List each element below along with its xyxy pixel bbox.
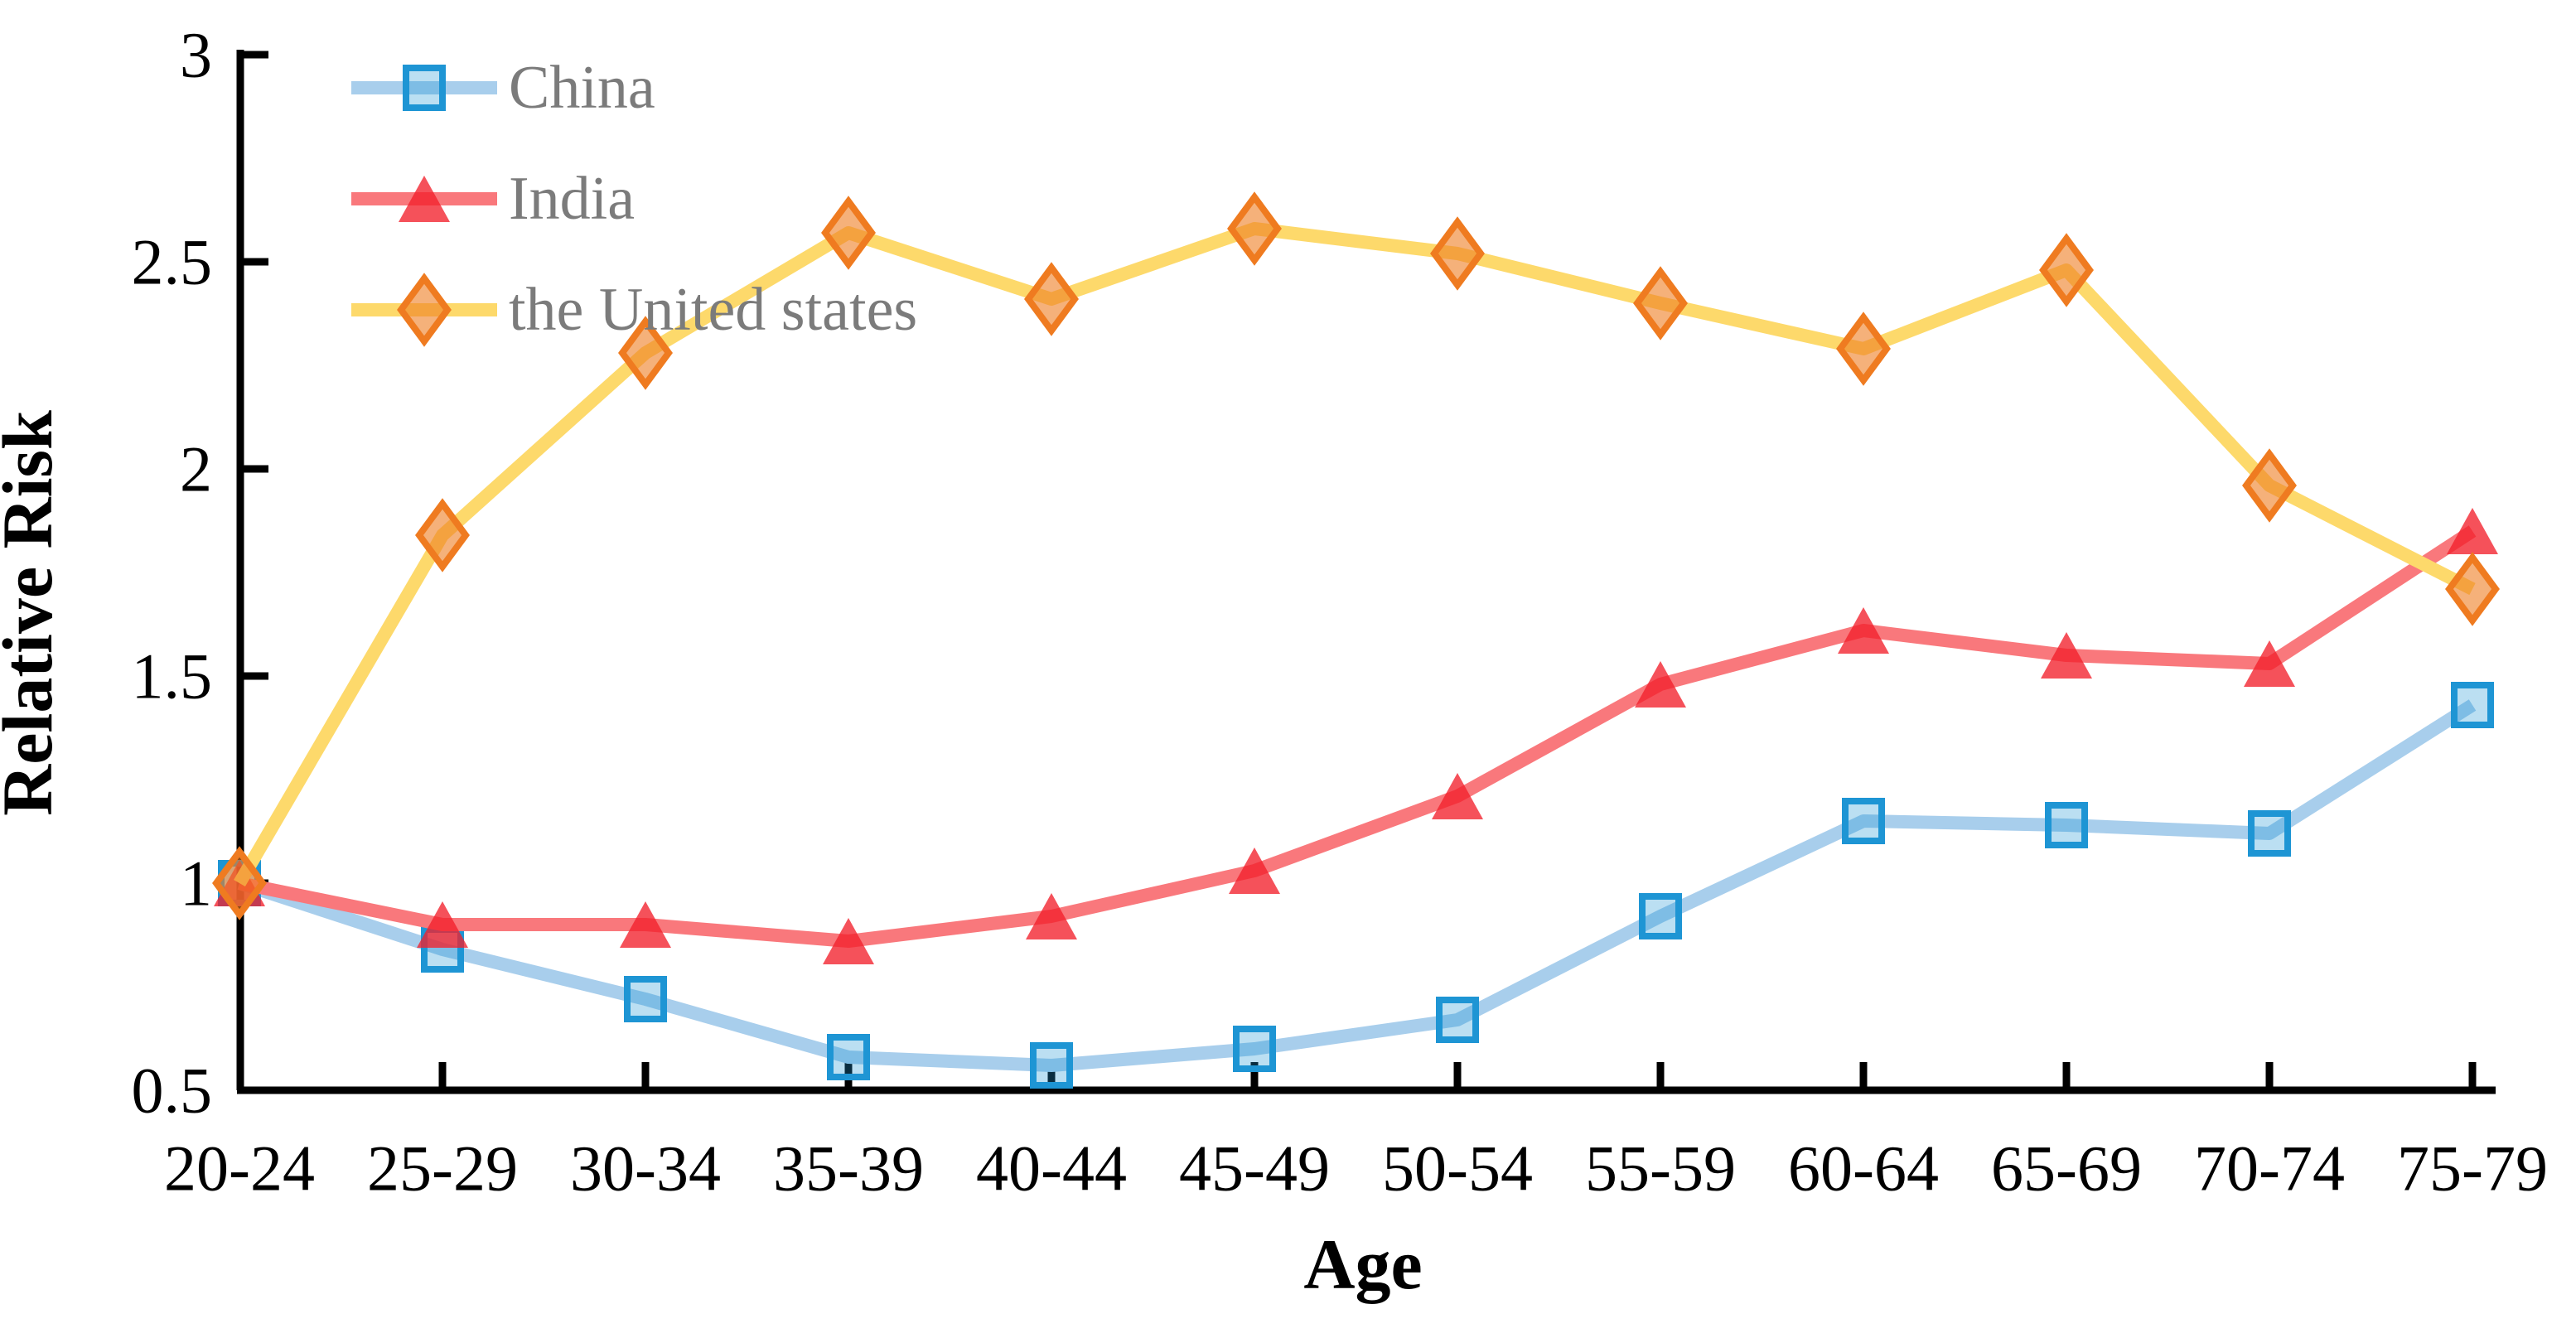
legend-label-china: China — [509, 54, 655, 122]
legend-samples — [351, 65, 497, 347]
india-series-line — [238, 525, 2477, 948]
x-tick-label: 40-44 — [976, 1133, 1127, 1205]
x-tick-label: 50-54 — [1382, 1133, 1533, 1205]
us-marker — [2242, 448, 2297, 523]
india-marker — [1635, 661, 1686, 708]
china-marker — [2045, 802, 2088, 848]
india-marker — [2041, 632, 2092, 679]
x-tick-label: 35-39 — [773, 1133, 924, 1205]
us-marker — [618, 316, 673, 390]
china-marker — [827, 1034, 870, 1080]
y-tick-label: 2.5 — [132, 226, 213, 298]
us-marker — [1024, 262, 1079, 336]
series-group — [212, 191, 2500, 1089]
x-tick-label: 70-74 — [2194, 1133, 2345, 1205]
us-marker — [1836, 312, 1891, 386]
india-marker — [1432, 773, 1483, 819]
china-marker — [2248, 810, 2291, 857]
y-tick-label: 2 — [180, 433, 212, 505]
india-marker — [2447, 508, 2498, 554]
india-marker — [417, 901, 468, 948]
x-tick-label: 20-24 — [164, 1133, 315, 1205]
china-legend-marker — [403, 65, 446, 111]
us-marker — [1430, 216, 1485, 291]
x-tick-label: 55-59 — [1585, 1133, 1736, 1205]
x-tick-label: 65-69 — [1991, 1133, 2142, 1205]
us-marker — [1633, 266, 1688, 340]
india-marker — [823, 918, 874, 964]
china-marker — [1436, 997, 1479, 1043]
us-marker — [1227, 191, 1282, 266]
y-tick-label: 0.5 — [132, 1055, 213, 1127]
india-marker — [1838, 607, 1889, 654]
y-tick-label: 1 — [180, 848, 212, 920]
india-marker — [620, 901, 671, 948]
x-axis-title: Age — [1303, 1224, 1422, 1304]
y-axis-title: Relative Risk — [0, 410, 67, 816]
china-marker — [2451, 682, 2494, 728]
x-tick-label: 30-34 — [570, 1133, 721, 1205]
china-marker — [1842, 798, 1885, 844]
x-tick-label: 60-64 — [1788, 1133, 1939, 1205]
india-legend-marker — [399, 176, 450, 222]
china-marker — [1233, 1026, 1276, 1072]
legend-label-us: the United states — [509, 276, 917, 344]
us-marker — [2039, 233, 2094, 307]
china-marker — [1030, 1042, 1073, 1089]
us-marker — [821, 196, 876, 270]
us-marker — [2445, 552, 2500, 626]
india-marker — [2244, 640, 2295, 687]
x-tick-label: 25-29 — [367, 1133, 518, 1205]
us-series-line — [234, 222, 2476, 887]
us-marker — [415, 498, 470, 572]
us-legend-marker — [397, 273, 452, 347]
us-marker — [212, 846, 267, 920]
india-marker — [1229, 848, 1280, 894]
x-tick-label: 45-49 — [1179, 1133, 1330, 1205]
legend-label-india: India — [509, 165, 635, 233]
china-series-line — [237, 699, 2477, 1072]
x-tick-label: 75-79 — [2397, 1133, 2548, 1205]
china-marker — [1639, 893, 1682, 939]
y-tick-label: 1.5 — [132, 640, 213, 712]
y-tick-label: 3 — [180, 19, 212, 91]
india-marker — [1026, 893, 1077, 939]
china-marker — [624, 976, 667, 1022]
